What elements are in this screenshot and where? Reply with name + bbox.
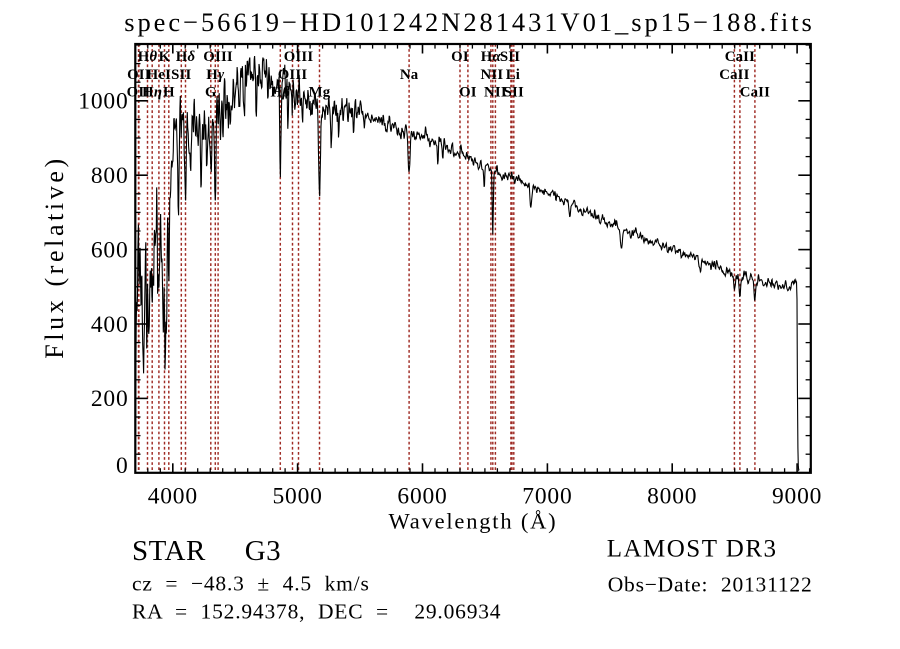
- svg-text:0: 0: [116, 453, 129, 479]
- svg-text:4000: 4000: [148, 484, 198, 510]
- svg-text:NII: NII: [484, 85, 507, 101]
- svg-text:OIII: OIII: [203, 49, 233, 65]
- svg-text:OI: OI: [451, 49, 469, 65]
- svg-text:Hδ: Hδ: [176, 49, 196, 65]
- svg-text:SII: SII: [171, 67, 191, 83]
- svg-text:600: 600: [91, 237, 129, 263]
- svg-text:HeI: HeI: [147, 67, 171, 83]
- svg-text:G3: G3: [245, 535, 281, 567]
- svg-text:STAR: STAR: [132, 535, 206, 567]
- svg-text:G: G: [205, 85, 217, 101]
- svg-text:OII: OII: [127, 67, 151, 83]
- svg-text:cz = −48.3 ± 4.5 km/s: cz = −48.3 ± 4.5 km/s: [132, 572, 370, 596]
- svg-text:Hα: Hα: [481, 49, 502, 65]
- svg-text:OIII: OIII: [284, 49, 314, 65]
- svg-text:400: 400: [91, 312, 129, 338]
- svg-text:9000: 9000: [772, 484, 822, 510]
- svg-text:Hγ: Hγ: [206, 67, 225, 83]
- svg-text:H: H: [163, 85, 175, 101]
- svg-text:NII: NII: [480, 67, 503, 83]
- svg-text:RA = 152.94378, DEC = 29.0693: RA = 152.94378, DEC = 29.06934: [132, 600, 501, 624]
- svg-text:Hη: Hη: [142, 85, 162, 101]
- svg-text:K: K: [159, 49, 171, 65]
- svg-text:SII: SII: [504, 85, 524, 101]
- svg-text:Flux (relative): Flux (relative): [40, 155, 69, 358]
- svg-text:OI: OI: [459, 85, 477, 101]
- svg-text:8000: 8000: [647, 484, 697, 510]
- svg-text:200: 200: [91, 386, 129, 412]
- svg-text:OII: OII: [127, 85, 151, 101]
- svg-text:800: 800: [91, 163, 129, 189]
- svg-text:CaII: CaII: [719, 67, 749, 83]
- svg-text:CaII: CaII: [725, 49, 755, 65]
- svg-text:spec−56619−HD101242N281431V01_: spec−56619−HD101242N281431V01_sp15−188.f…: [124, 7, 815, 37]
- svg-text:Hθ: Hθ: [138, 49, 158, 65]
- svg-text:7000: 7000: [522, 484, 572, 510]
- svg-text:5000: 5000: [272, 484, 322, 510]
- svg-text:6000: 6000: [397, 484, 447, 510]
- svg-text:LAMOST DR3: LAMOST DR3: [607, 536, 778, 563]
- svg-text:Na: Na: [400, 67, 419, 83]
- svg-text:SII: SII: [500, 49, 520, 65]
- svg-text:Mg: Mg: [309, 85, 331, 101]
- svg-text:CaII: CaII: [740, 85, 770, 101]
- svg-text:Li: Li: [506, 67, 520, 83]
- svg-text:1000: 1000: [78, 89, 128, 115]
- svg-text:Wavelength (Å): Wavelength (Å): [389, 509, 558, 534]
- svg-text:Obs−Date: 20131122: Obs−Date: 20131122: [608, 573, 813, 597]
